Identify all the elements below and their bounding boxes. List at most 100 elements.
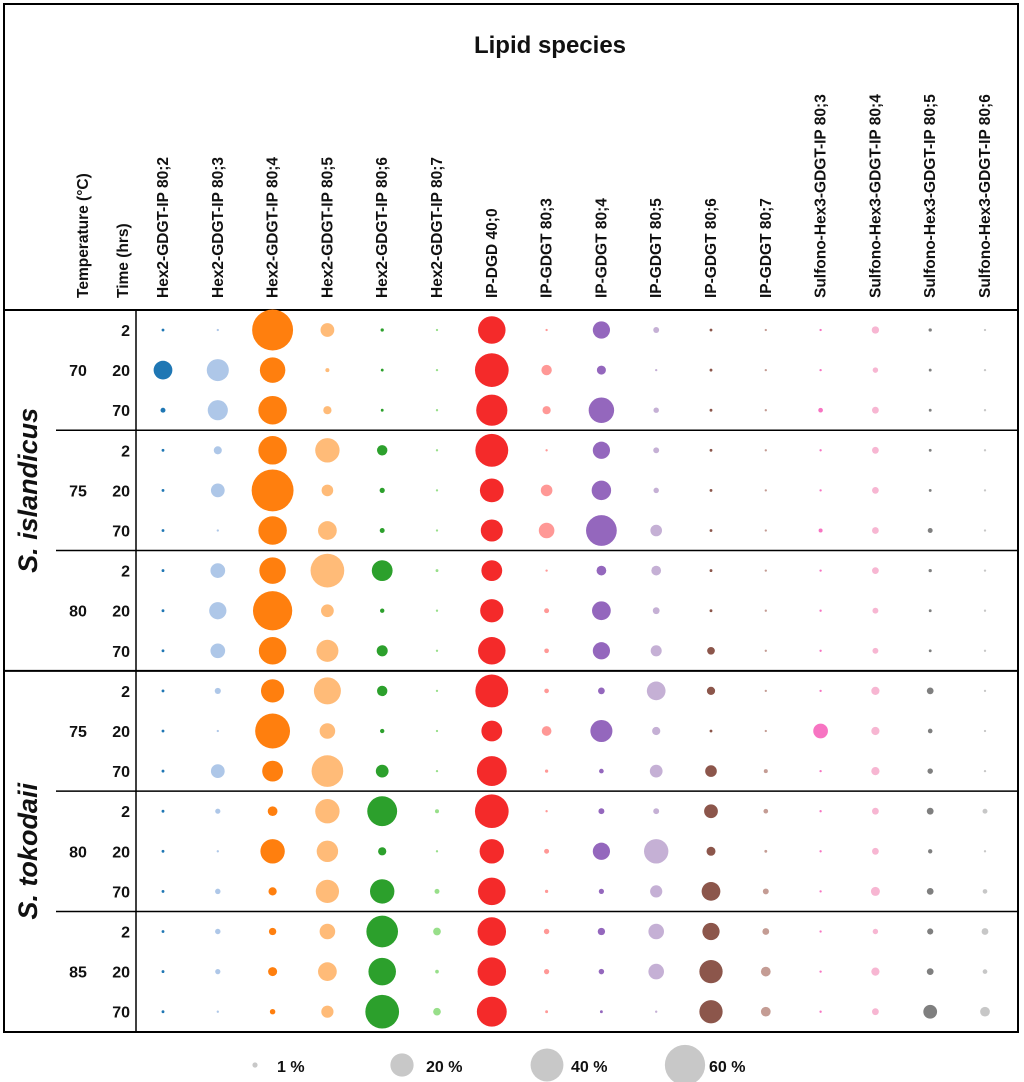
bubble (709, 729, 713, 733)
bubble (928, 849, 933, 854)
bubble (926, 807, 934, 815)
bubble (818, 407, 823, 413)
bubble (481, 720, 503, 742)
bubble (819, 890, 822, 893)
temperature-label: 80 (69, 604, 87, 621)
bubble (435, 769, 439, 773)
bubble (926, 888, 934, 895)
bubble (983, 850, 987, 853)
bubble (252, 309, 294, 351)
bubble (480, 519, 503, 542)
column-header: IP-GDGT 80;3 (539, 198, 556, 298)
bubble (872, 847, 879, 855)
column-header: Hex2-GDGT-IP 80;2 (155, 157, 172, 298)
bubble (982, 808, 988, 814)
bubble (210, 764, 225, 778)
bubble (819, 810, 822, 813)
bubble (699, 1000, 723, 1024)
bubble (760, 1006, 771, 1017)
bubble (433, 927, 441, 936)
bubble (650, 885, 663, 898)
bubble (592, 441, 611, 459)
bubble (435, 850, 439, 853)
bubble (655, 1010, 658, 1013)
column-header: Sulfono-Hex3-GDGT-IP 80;3 (813, 94, 830, 298)
time-label: 2 (121, 443, 130, 460)
bubble (871, 766, 880, 776)
time-label: 20 (112, 363, 130, 380)
bubble (434, 809, 440, 814)
column-header: Sulfono-Hex3-GDGT-IP 80;6 (977, 94, 994, 298)
bubble (586, 515, 617, 546)
bubble (871, 326, 880, 334)
bubble (983, 689, 987, 693)
time-label: 70 (112, 524, 130, 541)
bubble (983, 368, 987, 372)
bubble (153, 360, 173, 380)
bubble (161, 488, 165, 492)
bubble (709, 408, 713, 412)
bubble (701, 882, 721, 901)
bubble (161, 970, 165, 974)
bubble (377, 685, 388, 697)
bubble (591, 480, 612, 501)
bubble (872, 928, 879, 935)
bubble (325, 368, 330, 373)
bubble (161, 529, 165, 532)
time-label: 20 (112, 965, 130, 982)
bubble (762, 888, 769, 895)
bubble (435, 449, 439, 452)
legend-label: 60 % (709, 1059, 745, 1076)
bubble (927, 768, 933, 774)
bubble (707, 646, 715, 655)
bubble (379, 487, 385, 493)
bubble (379, 528, 385, 533)
bubble (872, 1008, 879, 1016)
bubble (371, 560, 393, 581)
bubble (649, 764, 663, 778)
bubble (818, 528, 823, 533)
column-header: Hex2-GDGT-IP 80;3 (210, 157, 227, 298)
bubble (380, 728, 385, 734)
legend-label: 20 % (426, 1059, 462, 1076)
bubble (215, 928, 221, 935)
bubble (819, 649, 822, 652)
bubble (646, 681, 666, 701)
time-label: 2 (121, 684, 130, 701)
bubble (475, 433, 509, 467)
bubble (980, 1006, 990, 1017)
bubble (650, 524, 663, 537)
bubble (928, 568, 932, 573)
bubble (161, 769, 165, 773)
bubble (380, 328, 384, 332)
bubble (542, 406, 551, 415)
time-label: 2 (121, 925, 130, 942)
bubble (983, 529, 987, 532)
bubble (872, 367, 879, 373)
bubble (161, 889, 165, 893)
bubble (709, 529, 713, 532)
bubble (476, 756, 507, 787)
bubble (161, 689, 165, 693)
bubble (370, 879, 395, 904)
temperature-label: 70 (69, 363, 87, 380)
legend-bubble (530, 1048, 564, 1082)
bubble (819, 850, 822, 853)
bubble (764, 649, 767, 652)
bubble (983, 769, 987, 773)
bubble (871, 686, 880, 696)
bubble (435, 969, 439, 974)
bubble (983, 649, 987, 652)
bubble (598, 968, 605, 975)
legend-label: 1 % (277, 1059, 305, 1076)
bubble (819, 489, 822, 492)
bubble (545, 810, 548, 813)
time-label: 20 (112, 724, 130, 741)
bubble (161, 609, 165, 613)
bubble (435, 609, 439, 612)
bubble (540, 484, 553, 497)
column-header: IP-GDGT 80;4 (593, 198, 610, 298)
bubble (161, 729, 165, 733)
bubble (699, 959, 723, 984)
